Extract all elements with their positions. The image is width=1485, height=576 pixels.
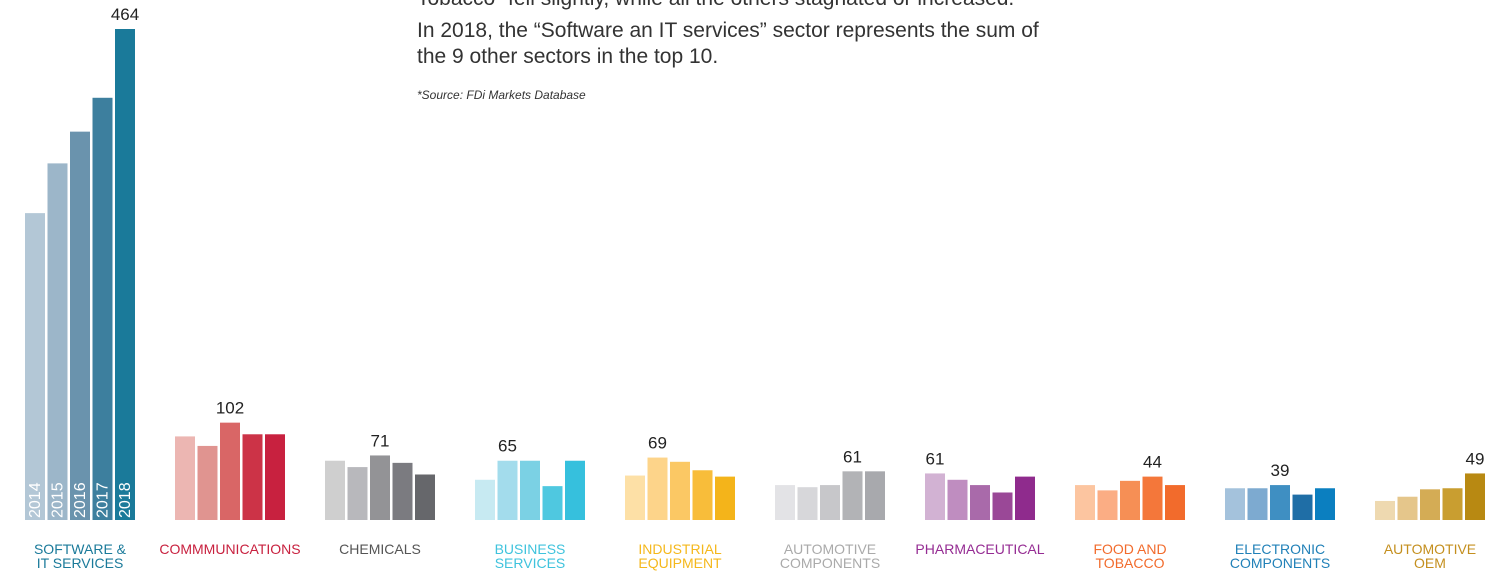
bar-3-2015 <box>497 460 518 520</box>
bar-7-2015 <box>1097 490 1118 520</box>
category-label: COMPONENTS <box>780 555 880 571</box>
category-label: IT SERVICES <box>37 555 124 571</box>
category-label: PHARMACEUTICAL <box>915 541 1044 557</box>
category-label: COMPONENTS <box>1230 555 1330 571</box>
bar-1-2015 <box>197 445 218 520</box>
bar-4-2018 <box>715 476 735 520</box>
bar-4-2015 <box>647 457 668 520</box>
bar-9-2016 <box>1420 489 1440 520</box>
bar-2-2014 <box>325 460 345 520</box>
bar-0-2014 <box>25 213 45 520</box>
bar-9-2014 <box>1375 500 1395 520</box>
group-highlight-value: 464 <box>111 5 139 24</box>
bar-5-2014 <box>775 485 795 520</box>
bar-1-2016 <box>220 422 240 520</box>
bar-8-2015 <box>1247 488 1268 520</box>
bar-3-2016 <box>520 460 540 520</box>
bar-2-2016 <box>370 455 390 520</box>
bar-5-2015 <box>797 487 818 520</box>
bar-8-2018 <box>1315 488 1335 520</box>
group-highlight-value: 49 <box>1466 449 1485 468</box>
group-highlight-value: 61 <box>926 449 945 468</box>
bar-5-2016 <box>820 485 840 520</box>
bar-4-2014 <box>625 475 645 520</box>
bar-0-2017 <box>92 97 113 521</box>
bar-1-2018 <box>265 434 285 520</box>
bar-1-2014 <box>175 436 195 520</box>
bar-5-2018 <box>865 471 885 520</box>
bar-6-2015 <box>947 479 968 520</box>
group-highlight-value: 61 <box>843 447 862 466</box>
bar-6-2014 <box>925 473 945 520</box>
bar-8-2014 <box>1225 488 1245 520</box>
category-label: TOBACCO <box>1096 555 1165 571</box>
category-label: FOOD AND <box>1093 541 1166 557</box>
bar-2-2018 <box>415 474 435 520</box>
category-label: BUSINESS <box>495 541 566 557</box>
bar-0-2015 <box>47 163 68 521</box>
bar-1-2017 <box>242 434 263 520</box>
group-highlight-value: 71 <box>371 431 390 450</box>
year-label-2014: 2014 <box>27 482 44 518</box>
category-label: SERVICES <box>495 555 566 571</box>
group-highlight-value: 65 <box>498 437 517 456</box>
year-label-2018: 2018 <box>117 482 134 518</box>
category-label: ELECTRONIC <box>1235 541 1325 557</box>
group-highlight-value: 44 <box>1143 453 1162 472</box>
year-label-2017: 2017 <box>95 482 112 518</box>
category-label: AUTOMOTIVE <box>1384 541 1476 557</box>
year-label-2016: 2016 <box>72 482 89 518</box>
bar-8-2017 <box>1292 494 1313 520</box>
bar-0-2018 <box>115 29 135 520</box>
group-highlight-value: 39 <box>1271 461 1290 480</box>
bar-3-2014 <box>475 479 495 520</box>
category-label: SOFTWARE & <box>34 541 127 557</box>
group-highlight-value: 102 <box>216 399 244 418</box>
bar-7-2014 <box>1075 485 1095 520</box>
source-note: *Source: FDi Markets Database <box>417 88 586 102</box>
bar-4-2016 <box>670 461 690 520</box>
category-label: INDUSTRIAL <box>638 541 721 557</box>
bar-6-2017 <box>992 492 1013 520</box>
bar-7-2016 <box>1120 480 1140 520</box>
bar-8-2016 <box>1270 485 1290 520</box>
category-label: CHEMICALS <box>339 541 421 557</box>
bar-2-2017 <box>392 462 413 520</box>
year-label-2015: 2015 <box>50 482 67 518</box>
category-label: AUTOMOTIVE <box>784 541 876 557</box>
bar-3-2018 <box>565 460 585 520</box>
text-block: Tobacco” fell slightly, while all the ot… <box>417 0 1197 102</box>
bar-7-2018 <box>1165 485 1185 520</box>
bar-9-2018 <box>1465 473 1485 520</box>
bar-0-2016 <box>70 131 90 520</box>
bar-9-2017 <box>1442 488 1463 520</box>
bar-9-2015 <box>1397 496 1418 520</box>
bar-2-2015 <box>347 467 368 520</box>
category-label: OEM <box>1414 555 1446 571</box>
body-line-2: In 2018, the “Software an IT services” s… <box>417 19 1039 42</box>
bar-4-2017 <box>692 470 713 520</box>
bar-5-2017 <box>842 471 863 520</box>
bar-7-2017 <box>1142 476 1163 520</box>
bar-6-2016 <box>970 485 990 520</box>
bar-6-2018 <box>1015 476 1035 520</box>
category-label: EQUIPMENT <box>638 555 722 571</box>
group-highlight-value: 69 <box>648 434 667 453</box>
bar-3-2017 <box>542 486 563 520</box>
body-line-3: the 9 other sectors in the top 10. <box>417 45 719 68</box>
category-label: COMMMUNICATIONS <box>159 541 300 557</box>
body-line-1: Tobacco” fell slightly, while all the ot… <box>417 0 1197 12</box>
